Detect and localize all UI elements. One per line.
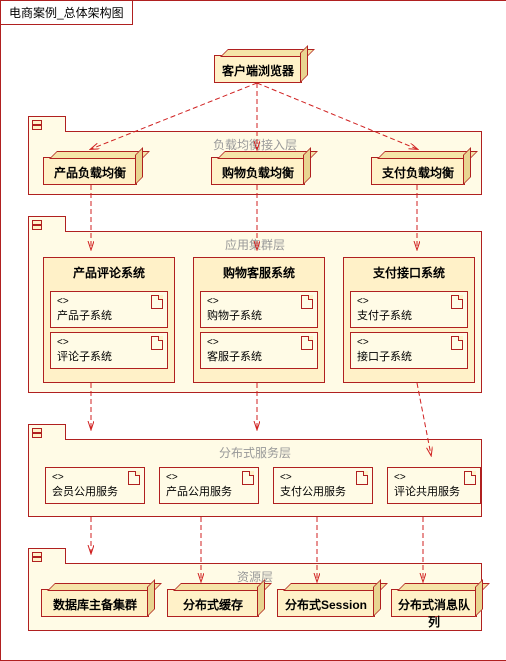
artifact-icon xyxy=(451,295,463,309)
client-label: 客户端浏览器 xyxy=(215,56,301,85)
artifact: <>评论子系统 xyxy=(50,332,168,369)
artifact-icon xyxy=(451,336,463,350)
app-pay: 支付接口系统 <>支付子系统 <>接口子系统 xyxy=(343,257,475,383)
lb-cart: 购物负载均衡 xyxy=(211,157,305,185)
artifact: <>接口子系统 xyxy=(350,332,468,369)
pkg-title: 应用集群层 xyxy=(225,236,285,253)
pkg-tab-icon xyxy=(28,548,66,564)
res-session: 分布式Session xyxy=(277,589,375,617)
pkg-title: 分布式服务层 xyxy=(219,444,291,461)
artifact: <>产品子系统 xyxy=(50,291,168,328)
artifact: <>评论共用服务 xyxy=(387,467,481,504)
res-cache-label: 分布式缓存 xyxy=(168,590,258,619)
app-product: 产品评论系统 <>产品子系统 <>评论子系统 xyxy=(43,257,175,383)
artifact: <>产品公用服务 xyxy=(159,467,259,504)
artifact-icon xyxy=(242,471,254,485)
pkg-tab-icon xyxy=(28,424,66,440)
artifact-icon xyxy=(151,336,163,350)
artifact-icon xyxy=(301,336,313,350)
res-session-label: 分布式Session xyxy=(278,590,374,619)
artifact: <>会员公用服务 xyxy=(45,467,145,504)
artifact: <>客服子系统 xyxy=(200,332,318,369)
lb-product: 产品负载均衡 xyxy=(43,157,137,185)
lb-pay-label: 支付负载均衡 xyxy=(372,158,464,187)
pkg-tab-icon xyxy=(28,116,66,132)
artifact-icon xyxy=(356,471,368,485)
artifact-icon xyxy=(151,295,163,309)
app-cart-title: 购物客服系统 xyxy=(194,258,324,287)
res-db: 数据库主备集群 xyxy=(41,589,149,617)
pkg-tab-icon xyxy=(28,216,66,232)
res-mq: 分布式消息队列 xyxy=(391,589,477,617)
artifact-icon xyxy=(301,295,313,309)
pkg-title: 资源层 xyxy=(237,568,273,585)
artifact-icon xyxy=(128,471,140,485)
res-db-label: 数据库主备集群 xyxy=(42,590,148,619)
diagram-title: 电商案例_总体架构图 xyxy=(0,0,133,25)
lb-cart-label: 购物负载均衡 xyxy=(212,158,304,187)
artifact-icon xyxy=(464,471,476,485)
pkg-title: 负载均衡接入层 xyxy=(213,136,297,153)
app-product-title: 产品评论系统 xyxy=(44,258,174,287)
artifact: <>购物子系统 xyxy=(200,291,318,328)
res-cache: 分布式缓存 xyxy=(167,589,259,617)
artifact: <>支付子系统 xyxy=(350,291,468,328)
artifact: <>支付公用服务 xyxy=(273,467,373,504)
app-pay-title: 支付接口系统 xyxy=(344,258,474,287)
lb-pay: 支付负载均衡 xyxy=(371,157,465,185)
res-mq-label: 分布式消息队列 xyxy=(392,590,476,636)
client-node: 客户端浏览器 xyxy=(214,55,302,83)
app-cart: 购物客服系统 <>购物子系统 <>客服子系统 xyxy=(193,257,325,383)
diagram-canvas: 电商案例_总体架构图 客户端浏览器负载均衡接入层产品负载均衡 购物负载均衡 支付负载… xyxy=(0,0,506,661)
lb-product-label: 产品负载均衡 xyxy=(44,158,136,187)
